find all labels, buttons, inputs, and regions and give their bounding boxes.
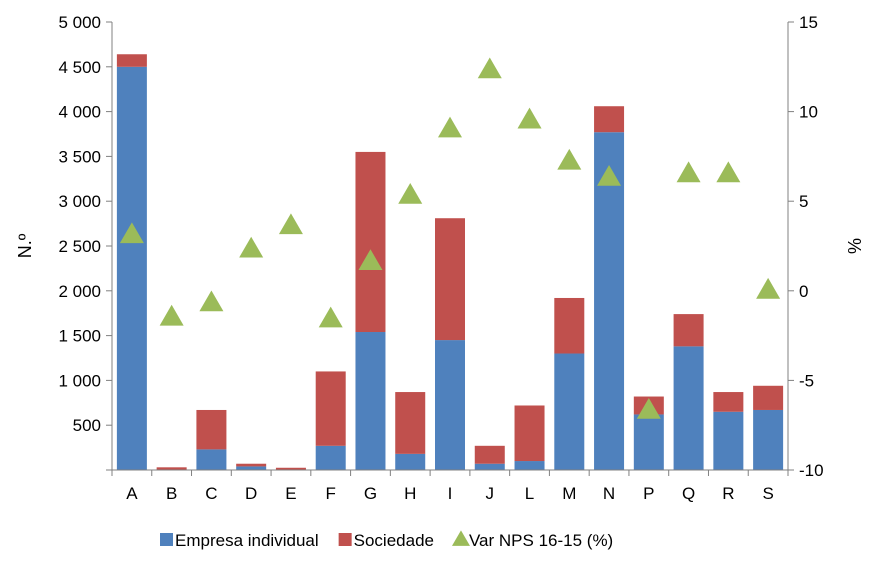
bar-sociedade-J [475, 446, 505, 464]
x-tick-label: J [486, 484, 495, 503]
bar-empresa-individual-F [316, 446, 346, 470]
bar-empresa-individual-M [554, 354, 584, 470]
left-tick-label: 500 [73, 416, 101, 435]
bar-empresa-individual-A [117, 67, 147, 470]
legend-label-1: Sociedade [354, 531, 434, 550]
bars-layer [117, 54, 783, 470]
bar-empresa-individual-J [475, 464, 505, 470]
x-tick-label: I [448, 484, 453, 503]
marker-var-nps-M [557, 149, 581, 170]
bar-empresa-individual-L [515, 461, 545, 470]
bar-sociedade-I [435, 218, 465, 340]
bar-sociedade-M [554, 298, 584, 354]
bar-sociedade-B [157, 467, 187, 469]
marker-var-nps-C [199, 290, 223, 311]
bar-sociedade-Q [674, 314, 704, 346]
left-tick-label: 3 000 [58, 192, 101, 211]
right-tick-label: 15 [799, 13, 818, 32]
left-tick-label: 4 500 [58, 58, 101, 77]
bar-sociedade-C [196, 410, 226, 449]
bar-empresa-individual-G [355, 332, 385, 470]
x-tick-label: D [245, 484, 257, 503]
x-tick-label: C [205, 484, 217, 503]
right-tick-label: 5 [799, 192, 808, 211]
x-tick-label: L [525, 484, 534, 503]
bar-empresa-individual-Q [674, 346, 704, 470]
bar-empresa-individual-S [753, 410, 783, 470]
marker-var-nps-F [319, 307, 343, 328]
y-axis-right-title: % [845, 238, 865, 254]
bar-sociedade-N [594, 106, 624, 132]
bar-empresa-individual-P [634, 414, 664, 470]
left-tick-label: 2 000 [58, 282, 101, 301]
legend: Empresa individual Sociedade Var NPS 16-15… [160, 530, 613, 550]
marker-var-nps-D [239, 237, 263, 258]
legend-swatch-2 [452, 530, 470, 546]
x-tick-label: R [722, 484, 734, 503]
bar-sociedade-L [515, 405, 545, 461]
legend-swatch-1 [339, 533, 352, 546]
marker-var-nps-Q [677, 161, 701, 182]
left-tick-label: 3 500 [58, 147, 101, 166]
bar-sociedade-R [713, 392, 743, 412]
x-tick-label: M [562, 484, 576, 503]
bar-sociedade-D [236, 464, 266, 467]
x-tick-label: F [326, 484, 336, 503]
marker-var-nps-E [279, 213, 303, 234]
legend-label-2: Var NPS 16-15 (%) [469, 531, 613, 550]
x-tick-label: P [643, 484, 654, 503]
right-tick-label: 0 [799, 282, 808, 301]
left-tick-label: 4 000 [58, 103, 101, 122]
marker-var-nps-B [160, 305, 184, 326]
marker-var-nps-S [756, 278, 780, 299]
marker-var-nps-H [398, 183, 422, 204]
marker-var-nps-I [438, 117, 462, 138]
x-tick-label: E [285, 484, 296, 503]
right-tick-label: -10 [799, 461, 824, 480]
bar-empresa-individual-I [435, 340, 465, 470]
bar-empresa-individual-C [196, 449, 226, 470]
x-tick-label: Q [682, 484, 695, 503]
legend-label-0: Empresa individual [175, 531, 319, 550]
x-tick-label: S [762, 484, 773, 503]
y-axis-left-title: N.º [15, 233, 35, 258]
x-tick-label: G [364, 484, 377, 503]
left-tick-label: 1 500 [58, 327, 101, 346]
legend-swatch-0 [160, 533, 173, 546]
bar-sociedade-F [316, 371, 346, 445]
bar-empresa-individual-D [236, 466, 266, 470]
bar-sociedade-H [395, 392, 425, 454]
right-tick-label: -5 [799, 371, 814, 390]
x-tick-label: A [126, 484, 138, 503]
left-tick-label: 5 000 [58, 13, 101, 32]
x-tick-label: B [166, 484, 177, 503]
marker-var-nps-L [518, 108, 542, 129]
bar-empresa-individual-R [713, 412, 743, 470]
marker-var-nps-J [478, 57, 502, 78]
left-tick-label: 2 500 [58, 237, 101, 256]
bar-sociedade-E [276, 468, 306, 470]
bar-sociedade-S [753, 386, 783, 410]
x-tick-label: H [404, 484, 416, 503]
right-tick-label: 10 [799, 103, 818, 122]
marker-var-nps-R [716, 161, 740, 182]
bar-sociedade-A [117, 54, 147, 67]
x-tick-label: N [603, 484, 615, 503]
bar-empresa-individual-H [395, 454, 425, 470]
left-tick-label: 1 000 [58, 371, 101, 390]
bar-sociedade-G [355, 152, 385, 332]
